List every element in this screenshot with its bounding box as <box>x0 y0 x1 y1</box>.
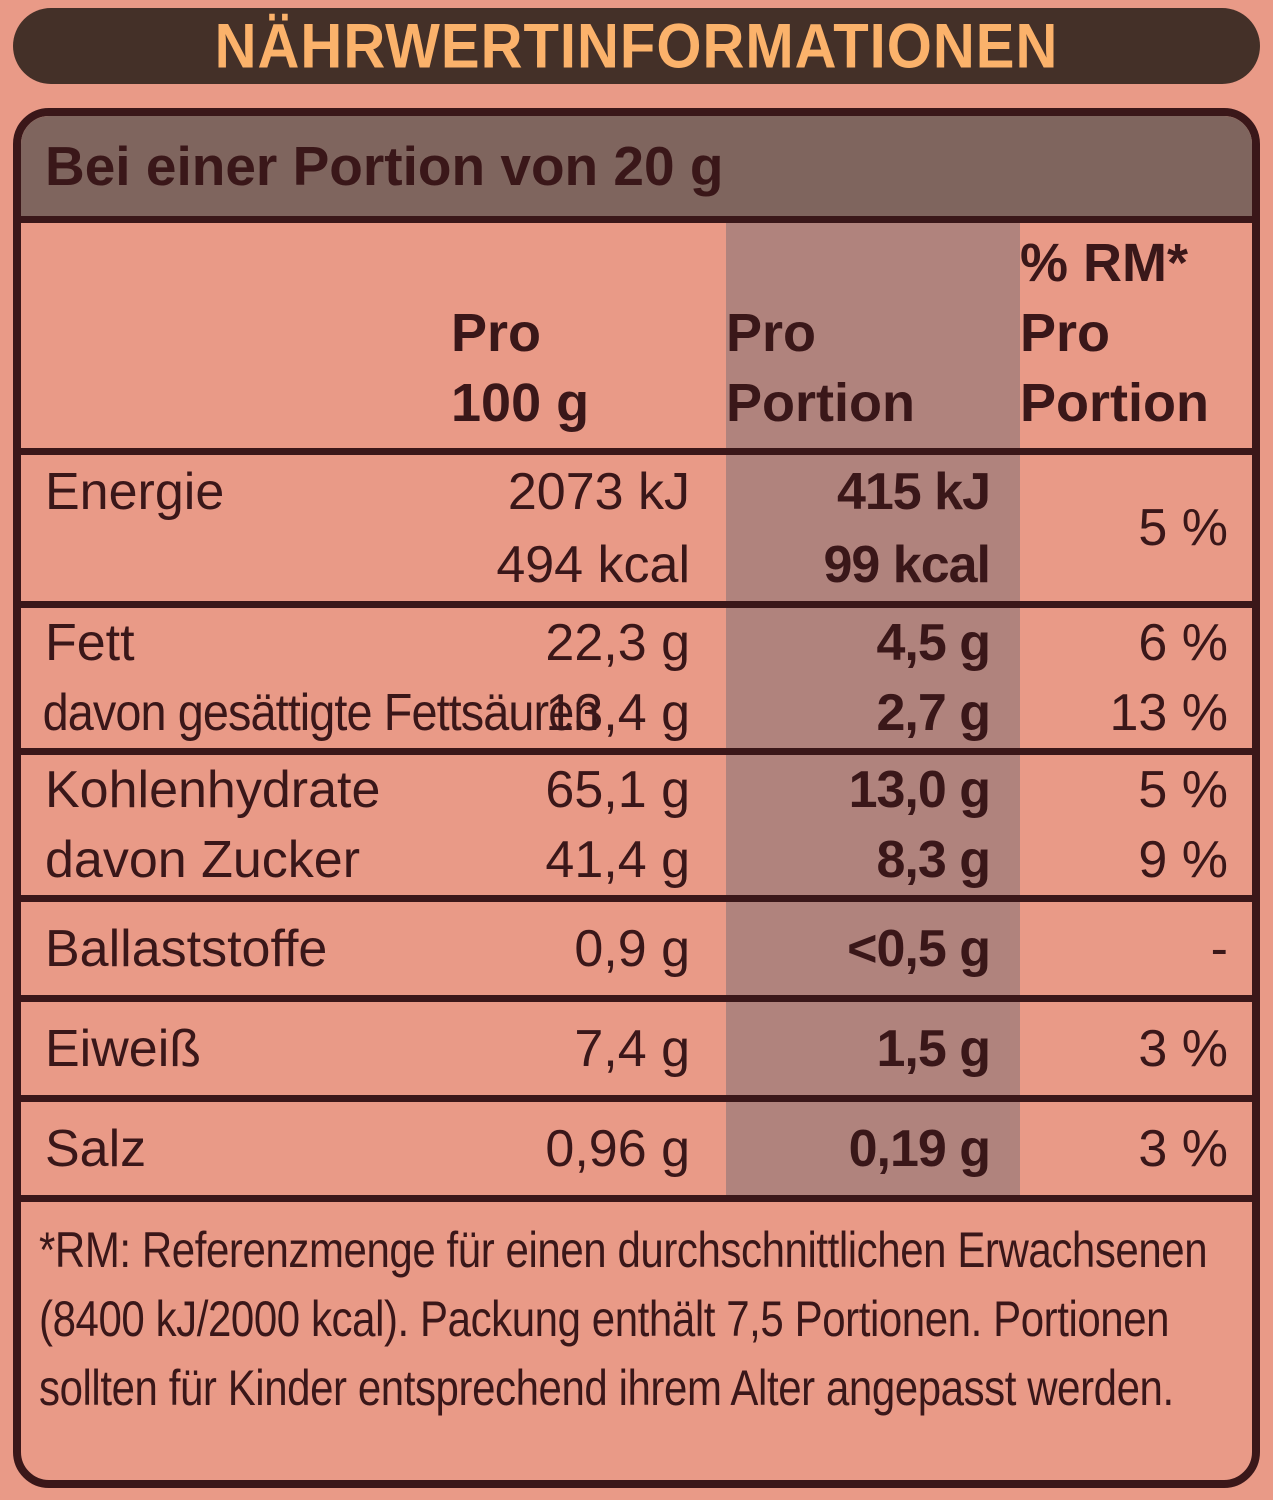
row-label: Eiweiß <box>45 1019 202 1078</box>
value-rm-percent: 3 % <box>1138 1119 1228 1178</box>
column-header-per-100g: Pro 100 g <box>451 303 590 433</box>
table-row-energie: Energie 2073 kJ 494 kcal 415 kJ 99 kcal … <box>21 455 1252 608</box>
column-header-empty <box>21 223 451 448</box>
value-per-100g: 494 kcal <box>496 535 690 594</box>
value-per-100g: 2073 kJ <box>507 462 690 521</box>
row-label: Fett <box>45 614 135 672</box>
value-rm-percent: 6 % <box>1138 614 1228 672</box>
value-per-100g: 7,4 g <box>574 1019 690 1078</box>
value-per-portion: 13,0 g <box>848 761 991 819</box>
value-rm-percent: 9 % <box>1138 831 1228 889</box>
value-per-portion: <0,5 g <box>847 919 991 978</box>
row-label: Salz <box>45 1119 147 1178</box>
footnote-line: (8400 kJ/2000 kcal). Packung enthält 7,5… <box>39 1291 1170 1347</box>
value-per-100g: 13,4 g <box>545 684 690 742</box>
value-per-portion: 0,19 g <box>848 1119 991 1178</box>
value-rm-percent: 5 % <box>1138 761 1228 819</box>
value-rm-percent: 3 % <box>1138 1019 1228 1078</box>
footnote-line: *RM: Referenzmenge für einen durchschnit… <box>39 1222 1208 1278</box>
page-title: NÄHRWERTINFORMATIONEN <box>214 10 1059 82</box>
table-row-ballaststoffe: Ballaststoffe 0,9 g <0,5 g - <box>21 902 1252 1002</box>
value-per-portion: 8,3 g <box>876 831 992 889</box>
nutrition-table: Bei einer Portion von 20 g Pro 100 g Pro… <box>13 108 1260 1488</box>
value-per-100g: 41,4 g <box>545 831 690 889</box>
nutrition-title-bar: NÄHRWERTINFORMATIONEN <box>13 8 1260 84</box>
row-label: Energie <box>45 462 225 521</box>
column-header-per-portion: Pro Portion <box>726 223 1020 448</box>
value-per-100g: 0,96 g <box>545 1119 690 1178</box>
table-row-salz: Salz 0,96 g 0,19 g 3 % <box>21 1102 1252 1202</box>
value-per-portion: 1,5 g <box>876 1019 992 1078</box>
value-per-portion: 99 kcal <box>823 535 992 594</box>
column-header-rm-percent: % RM* Pro Portion <box>1020 233 1209 433</box>
row-sublabel: davon Zucker <box>45 831 361 889</box>
row-label: Kohlenhydrate <box>45 761 381 819</box>
table-row-fett: Fett davon gesättigte Fettsäuren 22,3 g … <box>21 608 1252 755</box>
footnote-line: sollten für Kinder entsprechend ihrem Al… <box>39 1360 1174 1416</box>
value-per-portion: 4,5 g <box>876 614 992 672</box>
value-rm-percent: 5 % <box>1138 499 1228 557</box>
value-per-100g: 22,3 g <box>545 614 690 672</box>
serving-size-label: Bei einer Portion von 20 g <box>45 135 724 197</box>
value-per-100g: 0,9 g <box>574 919 690 978</box>
table-row-eiweiss: Eiweiß 7,4 g 1,5 g 3 % <box>21 1002 1252 1102</box>
value-per-100g: 65,1 g <box>545 761 690 819</box>
value-per-portion: 415 kJ <box>836 462 991 521</box>
column-header-row: Pro 100 g Pro Portion % RM* Pro Portion <box>21 223 1252 455</box>
value-rm-percent: 13 % <box>1109 684 1228 742</box>
table-row-kohlenhydrate: Kohlenhydrate davon Zucker 65,1 g 41,4 g… <box>21 755 1252 902</box>
serving-size-row: Bei einer Portion von 20 g <box>21 116 1252 223</box>
row-label: Ballaststoffe <box>45 919 328 978</box>
rm-footnote: *RM: Referenzmenge für einen durchschnit… <box>21 1202 1252 1423</box>
row-sublabel: davon gesättigte Fettsäuren <box>42 684 600 742</box>
value-rm-percent: - <box>1210 919 1228 978</box>
value-per-portion: 2,7 g <box>876 684 992 742</box>
